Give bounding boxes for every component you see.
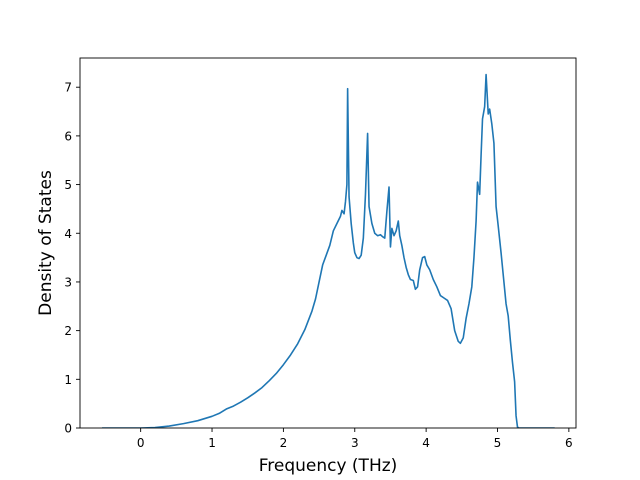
x-tick-label: 5 xyxy=(494,436,502,450)
y-axis-ticks: 0 1 2 3 4 5 6 7 xyxy=(64,81,80,436)
y-axis-label: Density of States xyxy=(36,170,56,316)
x-tick-label: 6 xyxy=(565,436,573,450)
y-tick-label: 2 xyxy=(64,324,72,338)
y-tick-label: 6 xyxy=(64,129,72,143)
y-tick-label: 5 xyxy=(64,178,72,192)
y-tick-label: 4 xyxy=(64,227,72,241)
plot-area xyxy=(79,57,577,429)
plot-frame xyxy=(79,57,577,429)
x-tick-label: 3 xyxy=(351,436,359,450)
y-tick-label: 1 xyxy=(64,373,72,387)
x-tick-label: 0 xyxy=(137,436,145,450)
x-tick-label: 1 xyxy=(208,436,216,450)
x-tick-label: 2 xyxy=(280,436,288,450)
x-tick-label: 4 xyxy=(422,436,430,450)
y-tick-label: 0 xyxy=(64,422,72,436)
x-axis-ticks: 0 1 2 3 4 5 6 xyxy=(137,428,573,450)
y-tick-label: 3 xyxy=(64,275,72,289)
dos-series-line xyxy=(102,73,555,428)
y-tick-label: 7 xyxy=(64,81,72,95)
x-axis-label: Frequency (THz) xyxy=(259,456,398,476)
